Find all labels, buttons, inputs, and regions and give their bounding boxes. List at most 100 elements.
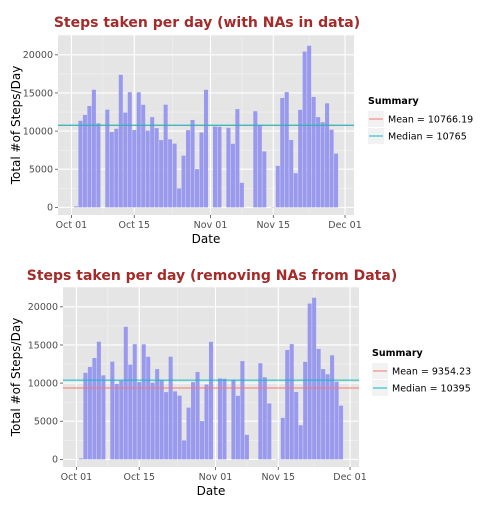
bar-2012-10-05 [87, 106, 91, 207]
x-tick-label: Nov 15 [256, 220, 290, 231]
y-axis-title: Total #of Steps/Day [9, 318, 23, 438]
bar-2012-10-26 [187, 408, 191, 460]
bar-2012-11-29 [334, 154, 338, 208]
bar-2012-10-16 [137, 92, 141, 207]
y-tick-label: 10000 [28, 378, 58, 389]
bar-2012-11-28 [335, 382, 339, 460]
bar-2012-11-23 [312, 298, 316, 460]
bar-2012-10-31 [204, 90, 208, 208]
bar-2012-11-08 [245, 435, 249, 460]
bar-2012-11-17 [280, 98, 284, 207]
legend-label: Mean = 9354.23 [392, 367, 471, 378]
bar-2012-10-07 [96, 123, 100, 207]
bar-2012-10-22 [169, 357, 173, 460]
bar-2012-10-21 [159, 140, 163, 207]
bar-2012-10-27 [191, 382, 195, 459]
bar-2012-10-20 [155, 128, 159, 207]
bar-2012-11-22 [303, 52, 307, 208]
y-axis-title: Total #of Steps/Day [9, 66, 23, 186]
bar-2012-11-05 [226, 128, 230, 208]
x-tick-label: Oct 15 [123, 472, 155, 483]
legend-label: Mean = 10766.19 [388, 115, 473, 126]
bar-2012-11-03 [217, 127, 221, 208]
bar-2012-11-11 [258, 363, 262, 459]
y-tick-label: 0 [52, 455, 58, 466]
bar-2012-10-20 [160, 380, 164, 459]
bar-2012-11-26 [321, 122, 325, 207]
y-tick-label: 15000 [23, 88, 53, 99]
bar-2012-10-04 [83, 115, 87, 207]
y-tick-label: 10000 [23, 126, 53, 137]
bar-2012-10-25 [177, 188, 181, 207]
bar-2012-11-24 [312, 97, 316, 207]
chart-2: 0 5000 10000 15000 20000 Oct 01 Oct 15 Nov 01 No… [9, 268, 471, 498]
bar-2012-10-22 [164, 105, 168, 208]
x-tick-label: Nov 15 [261, 472, 295, 483]
bar-2012-11-02 [218, 379, 222, 460]
x-tick-label: Oct 01 [56, 220, 88, 231]
bar-2012-11-25 [316, 117, 320, 207]
bar-2012-11-19 [289, 140, 293, 207]
bar-2012-11-23 [307, 46, 311, 208]
y-tick-label: 15000 [28, 340, 58, 351]
bar-2012-10-15 [137, 382, 141, 459]
bar-2012-10-10 [110, 132, 114, 208]
bar-2012-11-27 [325, 103, 329, 207]
bar-2012-10-14 [133, 344, 137, 459]
bar-2012-10-09 [105, 110, 109, 208]
bar-2012-10-21 [164, 392, 168, 459]
bar-2012-10-17 [146, 357, 150, 460]
bar-2012-11-24 [317, 349, 321, 459]
bar-2012-11-13 [267, 403, 271, 459]
bar-2012-10-11 [114, 129, 118, 208]
bar-2012-11-21 [298, 110, 302, 208]
bar-2012-10-15 [132, 130, 136, 207]
bar-2012-11-16 [276, 166, 280, 207]
bar-2012-11-27 [330, 355, 334, 459]
bar-2012-10-31 [209, 342, 213, 460]
bar-2012-10-23 [173, 391, 177, 459]
bar-2012-11-13 [262, 151, 266, 207]
bar-2012-10-03 [78, 121, 82, 208]
bar-2012-11-26 [326, 374, 330, 459]
y-tick-label: 20000 [28, 302, 58, 313]
bar-2012-10-09 [110, 362, 114, 460]
bar-2012-10-30 [199, 132, 203, 207]
bar-2012-10-18 [151, 383, 155, 460]
bar-2012-10-24 [173, 144, 177, 208]
bar-2012-10-19 [155, 369, 159, 459]
bar-2012-11-20 [294, 173, 298, 207]
bar-2012-10-24 [178, 396, 182, 460]
x-tick-label: Dec 01 [328, 220, 362, 231]
y-tick-label: 20000 [23, 50, 53, 61]
bar-2012-10-06 [92, 90, 96, 208]
bar-2012-10-17 [141, 105, 145, 208]
chart-title: Steps taken per day (removing NAs from D… [27, 268, 397, 284]
bar-2012-10-13 [123, 113, 127, 208]
bar-2012-10-10 [115, 384, 119, 460]
legend-title: Summary [372, 348, 423, 359]
bar-2012-11-20 [299, 425, 303, 459]
bar-2012-11-21 [303, 362, 307, 460]
bar-2012-10-12 [124, 327, 128, 460]
bar-2012-10-28 [196, 372, 200, 459]
x-tick-label: Nov 01 [199, 472, 233, 483]
bar-2012-11-29 [339, 406, 343, 460]
y-tick-label: 5000 [34, 417, 58, 428]
bar-2012-11-18 [290, 344, 294, 459]
bar-2012-11-06 [231, 144, 235, 208]
bar-2012-10-14 [128, 92, 132, 207]
bar-2012-11-22 [308, 304, 312, 460]
bar-2012-10-29 [200, 421, 204, 459]
bar-2012-11-06 [236, 396, 240, 460]
bar-2012-10-04 [88, 367, 92, 459]
x-tick-label: Nov 01 [194, 220, 228, 231]
bar-2012-10-06 [97, 342, 101, 460]
x-tick-label: Oct 01 [61, 472, 93, 483]
chart-title: Steps taken per day (with NAs in data) [54, 15, 360, 31]
